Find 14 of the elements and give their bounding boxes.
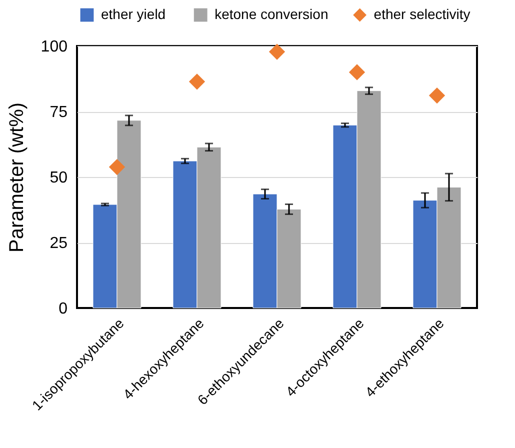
y-tick-label: 0 xyxy=(58,300,68,318)
legend-label: ether selectivity xyxy=(374,6,470,22)
legend-label: ketone conversion xyxy=(214,6,328,22)
point xyxy=(348,64,366,80)
y-tick-label: 100 xyxy=(40,38,68,56)
y-tick-label: 25 xyxy=(50,235,68,252)
y-tick-label: 50 xyxy=(50,170,68,186)
legend-label: ether yield xyxy=(101,6,166,22)
y-tick-label: 75 xyxy=(50,104,68,121)
y-axis-title: Parameter (wt%) xyxy=(6,102,28,253)
point xyxy=(268,44,286,60)
point xyxy=(108,158,126,176)
point xyxy=(188,74,206,90)
point xyxy=(428,87,446,104)
